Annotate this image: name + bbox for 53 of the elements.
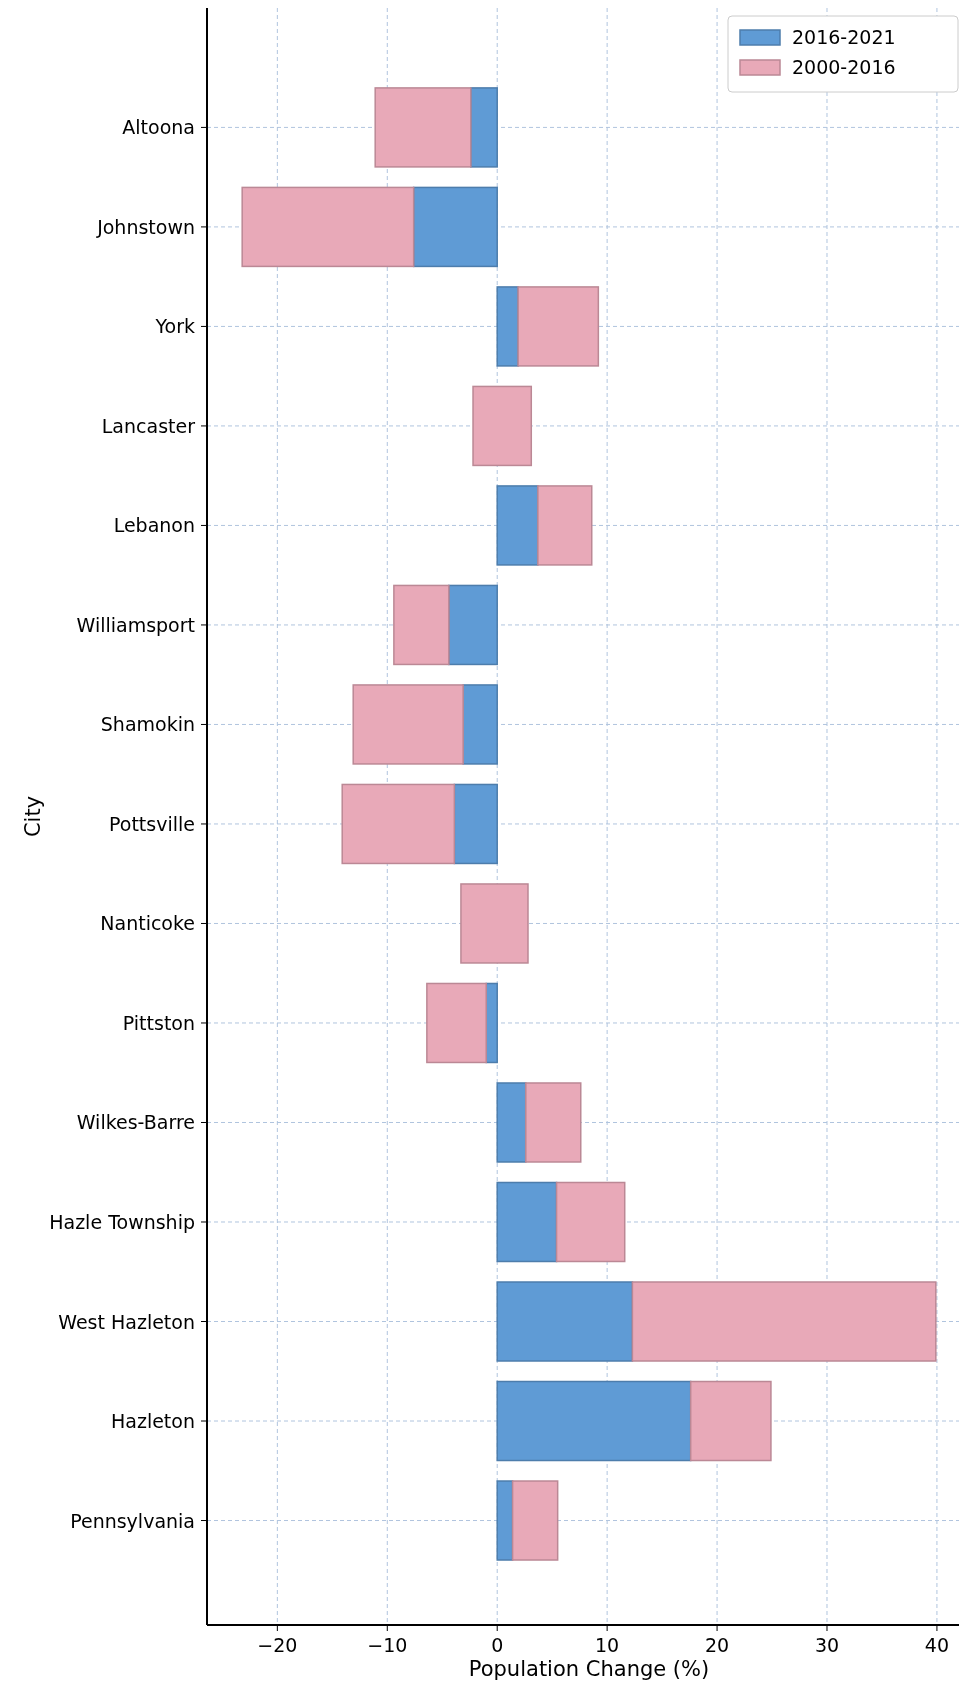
bar xyxy=(517,286,600,367)
bar xyxy=(412,186,498,268)
bar xyxy=(462,684,498,765)
bar xyxy=(241,186,415,268)
bar xyxy=(341,783,456,865)
bar xyxy=(453,783,498,865)
y-tick-label: Hazleton xyxy=(111,1410,195,1433)
bar xyxy=(496,1082,527,1163)
bar xyxy=(496,1281,634,1362)
bar xyxy=(631,1281,937,1362)
y-tick-label: Altoona xyxy=(122,116,195,139)
bar xyxy=(496,1480,514,1561)
bar xyxy=(525,1082,582,1163)
bar xyxy=(537,485,593,566)
y-tick-label: West Hazleton xyxy=(58,1310,195,1333)
bar xyxy=(555,1181,626,1263)
x-tick-label: 10 xyxy=(595,1634,620,1656)
y-tick-label: Nanticoke xyxy=(100,912,195,935)
y-tick-label: York xyxy=(154,315,195,338)
bar xyxy=(496,485,539,566)
x-tick-label: 40 xyxy=(924,1634,950,1656)
y-axis-title: City xyxy=(21,795,45,838)
bar xyxy=(374,87,472,168)
bar xyxy=(426,982,487,1064)
x-tick-label: 0 xyxy=(491,1634,504,1656)
bar xyxy=(496,1380,692,1462)
x-tick-label: 30 xyxy=(814,1634,840,1656)
bar xyxy=(470,87,498,168)
bar xyxy=(448,584,498,666)
bar xyxy=(393,584,450,666)
bar xyxy=(511,1480,559,1561)
bar xyxy=(352,684,464,765)
bar xyxy=(460,883,529,964)
bar xyxy=(496,1181,558,1263)
legend-label: 2016-2021 xyxy=(792,26,896,48)
y-tick-label: Wilkes-Barre xyxy=(76,1111,195,1134)
x-tick-label: 20 xyxy=(704,1634,730,1656)
x-tick-label: −10 xyxy=(367,1634,408,1656)
y-tick-label: Lancaster xyxy=(101,414,196,437)
bar xyxy=(496,286,519,367)
y-tick-label: Pennsylvania xyxy=(70,1509,195,1532)
y-tick-label: Pottsville xyxy=(109,812,195,835)
y-tick-label: Johnstown xyxy=(96,215,195,238)
legend-label: 2000-2016 xyxy=(792,56,896,78)
y-tick-label: Williamsport xyxy=(76,613,195,636)
x-tick-label: −20 xyxy=(257,1634,298,1656)
y-tick-label: Lebanon xyxy=(113,514,195,537)
x-axis-title: Population Change (%) xyxy=(468,1657,710,1681)
bar xyxy=(689,1380,772,1462)
bar xyxy=(472,385,533,467)
y-tick-label: Hazle Township xyxy=(49,1210,195,1233)
y-tick-label: Shamokin xyxy=(100,713,195,736)
y-tick-label: Pittston xyxy=(122,1011,195,1034)
